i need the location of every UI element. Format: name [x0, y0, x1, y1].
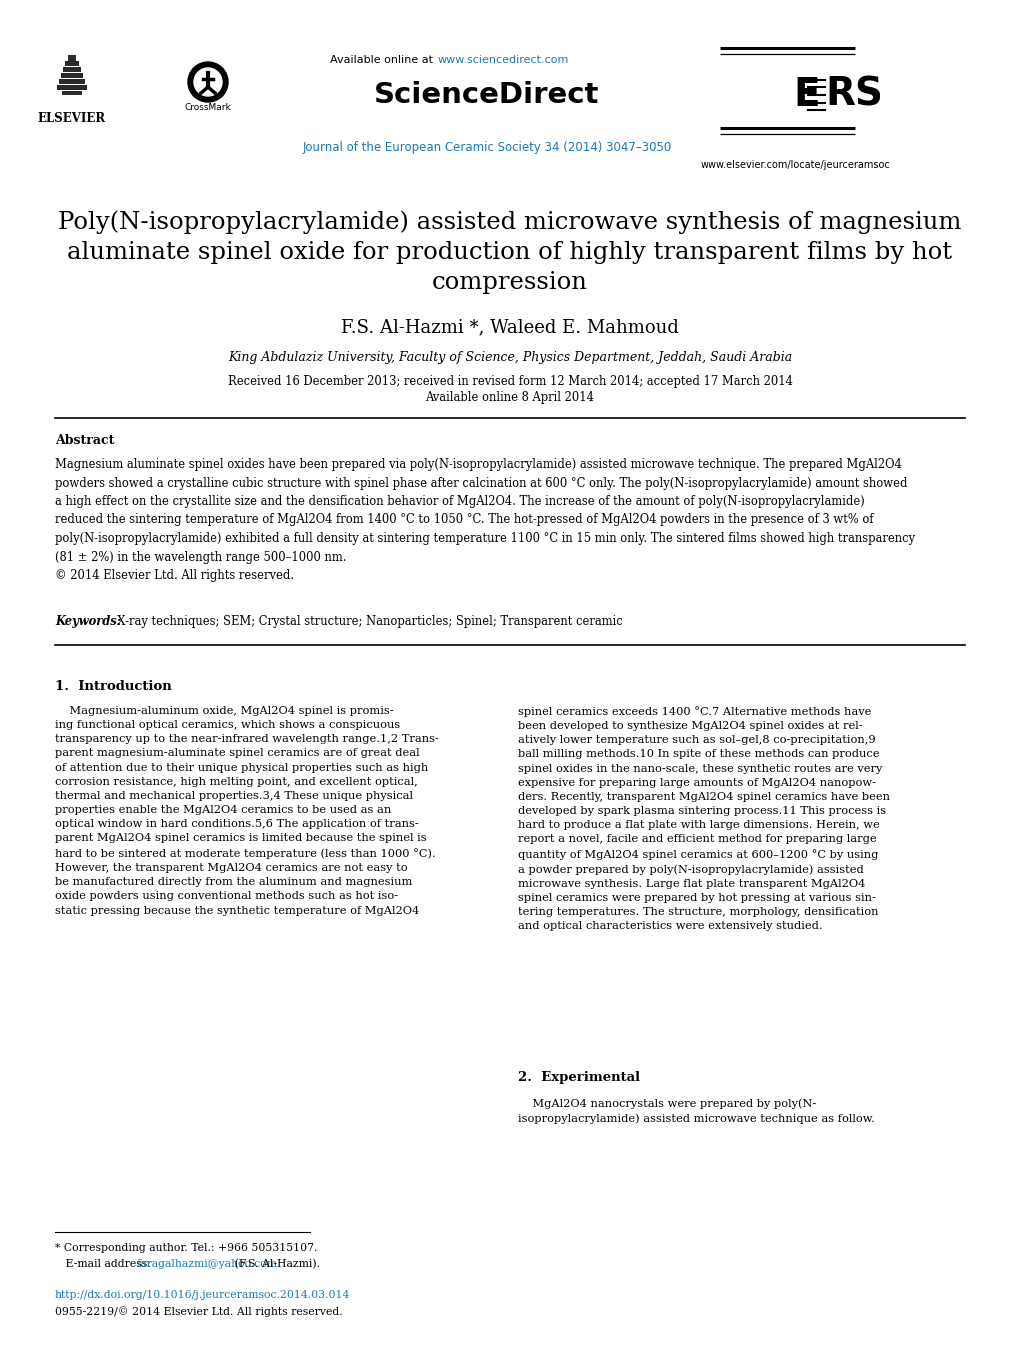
Bar [63, 68, 81, 72]
Bar [68, 55, 76, 61]
Text: www.elsevier.com/locate/jeurceramsoc: www.elsevier.com/locate/jeurceramsoc [699, 160, 889, 170]
Text: MgAl2O4 nanocrystals were prepared by poly(N-
isopropylacrylamide) assisted micr: MgAl2O4 nanocrystals were prepared by po… [518, 1098, 874, 1124]
Circle shape [187, 62, 228, 101]
Text: compression: compression [432, 270, 587, 293]
Text: Magnesium-aluminum oxide, MgAl2O4 spinel is promis-
ing functional optical ceram: Magnesium-aluminum oxide, MgAl2O4 spinel… [55, 706, 438, 915]
Text: Available online at: Available online at [330, 55, 436, 65]
Text: (F.S. Al-Hazmi).: (F.S. Al-Hazmi). [231, 1259, 320, 1270]
Text: * Corresponding author. Tel.: +966 505315107.: * Corresponding author. Tel.: +966 50531… [55, 1242, 317, 1253]
Text: Received 16 December 2013; received in revised form 12 March 2014; accepted 17 M: Received 16 December 2013; received in r… [227, 375, 792, 388]
Text: Abstract: Abstract [55, 434, 114, 446]
Text: E: E [792, 76, 819, 114]
Text: F.S. Al-Hazmi *, Waleed E. Mahmoud: F.S. Al-Hazmi *, Waleed E. Mahmoud [340, 318, 679, 337]
Bar [59, 78, 85, 84]
Text: Keywords:: Keywords: [55, 615, 121, 629]
Text: Available online 8 April 2014: Available online 8 April 2014 [425, 391, 594, 403]
Text: CrossMark: CrossMark [184, 103, 231, 111]
Text: faragalhazmi@yahoo.com: faragalhazmi@yahoo.com [137, 1259, 277, 1270]
Text: ScienceDirect: ScienceDirect [374, 81, 599, 110]
Text: Magnesium aluminate spinel oxides have been prepared via poly(N-isopropylacrylam: Magnesium aluminate spinel oxides have b… [55, 458, 914, 581]
Text: ELSEVIER: ELSEVIER [38, 111, 106, 124]
Bar [62, 91, 82, 95]
Text: King Abdulaziz University, Faculty of Science, Physics Department, Jeddah, Saudi: King Abdulaziz University, Faculty of Sc… [227, 352, 792, 365]
Text: www.sciencedirect.com: www.sciencedirect.com [437, 55, 569, 65]
Text: X-ray techniques; SEM; Crystal structure; Nanoparticles; Spinel; Transparent cer: X-ray techniques; SEM; Crystal structure… [110, 615, 623, 629]
Text: Poly(N-isopropylacrylamide) assisted microwave synthesis of magnesium: Poly(N-isopropylacrylamide) assisted mic… [58, 210, 961, 234]
Text: RS: RS [824, 76, 882, 114]
Text: 2.  Experimental: 2. Experimental [518, 1072, 640, 1084]
Bar [57, 85, 87, 91]
Text: 1.  Introduction: 1. Introduction [55, 680, 171, 692]
Bar [65, 61, 78, 66]
Text: 0955-2219/© 2014 Elsevier Ltd. All rights reserved.: 0955-2219/© 2014 Elsevier Ltd. All right… [55, 1306, 342, 1317]
Bar [61, 73, 83, 78]
Text: Journal of the European Ceramic Society 34 (2014) 3047–3050: Journal of the European Ceramic Society … [302, 142, 671, 154]
Text: E-mail address:: E-mail address: [55, 1259, 154, 1270]
Circle shape [194, 68, 222, 96]
Text: spinel ceramics exceeds 1400 °C.7 Alternative methods have
been developed to syn: spinel ceramics exceeds 1400 °C.7 Altern… [518, 706, 890, 932]
Text: http://dx.doi.org/10.1016/j.jeurceramsoc.2014.03.014: http://dx.doi.org/10.1016/j.jeurceramsoc… [55, 1290, 351, 1301]
Text: aluminate spinel oxide for production of highly transparent films by hot: aluminate spinel oxide for production of… [67, 241, 952, 264]
